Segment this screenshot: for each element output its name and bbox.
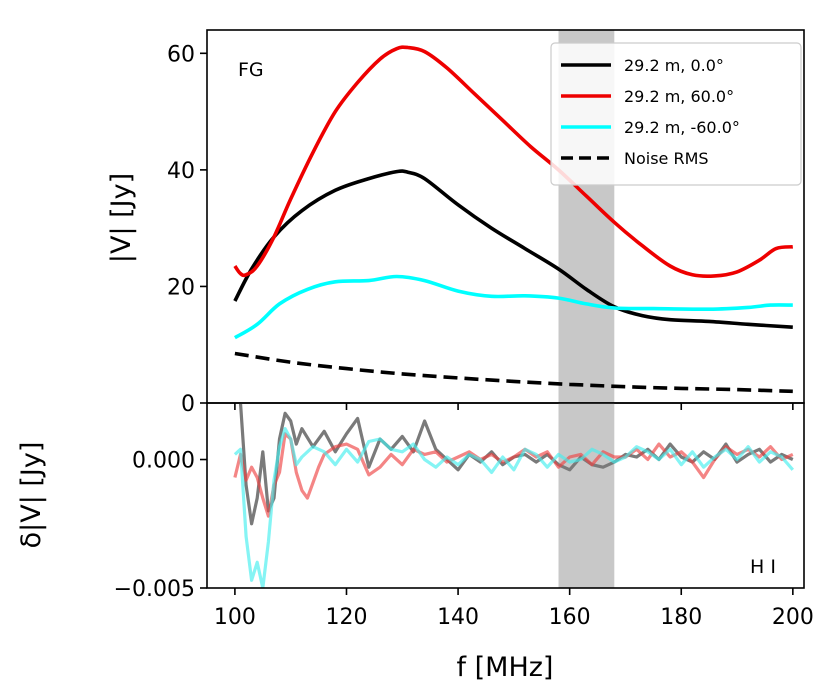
top-series-line-1	[233, 45, 793, 278]
bottom-y-tick-label-0: −0.005	[114, 577, 195, 602]
top-series-line-2	[233, 274, 793, 340]
top-series-line-3	[234, 351, 793, 394]
bottom-panel: −0.005 0.000 100 120 140 160 180 200 H I δ|V| …	[16, 402, 814, 683]
top-y-tick-label-1: 20	[167, 275, 195, 300]
bottom-y-tick-label-1: 0.000	[132, 449, 195, 474]
top-y-tick-label-0: 0	[181, 392, 195, 417]
top-y-tick-label-3: 60	[167, 42, 195, 67]
top-y-axis-label: |V| [Jy]	[106, 173, 137, 263]
legend-label-2: 29.2 m, -60.0°	[624, 118, 740, 137]
legend-items: 29.2 m, 0.0° 29.2 m, 60.0° 29.2 m, -60.0° N…	[561, 56, 740, 168]
bottom-panel-label: H I	[750, 556, 776, 578]
bottom-y-axis-label: δ|V| [Jy]	[16, 442, 47, 549]
legend-label-0: 29.2 m, 0.0°	[624, 56, 724, 75]
x-tick-label-2: 140	[437, 605, 479, 630]
legend-box	[550, 42, 802, 186]
top-y-tick-label-2: 40	[167, 159, 195, 184]
legend: 29.2 m, 0.0° 29.2 m, 60.0° 29.2 m, -60.0° N…	[550, 42, 802, 186]
legend-label-1: 29.2 m, 60.0°	[624, 87, 734, 106]
x-tick-label-1: 120	[325, 605, 367, 630]
bottom-series-group	[233, 403, 795, 588]
x-tick-label-4: 180	[660, 605, 702, 630]
x-tick-label-5: 200	[772, 605, 814, 630]
top-panel-label: FG	[238, 59, 264, 81]
bottom-y-ticks: −0.005 0.000	[114, 449, 207, 602]
top-series-line-0	[233, 169, 793, 329]
bottom-series-line-1	[233, 432, 794, 518]
x-tick-label-3: 160	[549, 605, 591, 630]
top-y-ticks: 0 20 40 60	[167, 42, 794, 417]
bottom-shaded-band	[558, 403, 615, 588]
bottom-plot-frame	[206, 402, 805, 589]
bottom-series-line-2	[233, 427, 795, 588]
x-axis-label: f [MHz]	[457, 652, 554, 683]
x-tick-label-0: 100	[214, 605, 256, 630]
bottom-x-ticks: 100 120 140 160 180 200	[214, 588, 814, 630]
legend-label-3: Noise RMS	[624, 149, 709, 168]
top-series-group	[233, 45, 793, 394]
bottom-series-line-0	[238, 403, 794, 526]
